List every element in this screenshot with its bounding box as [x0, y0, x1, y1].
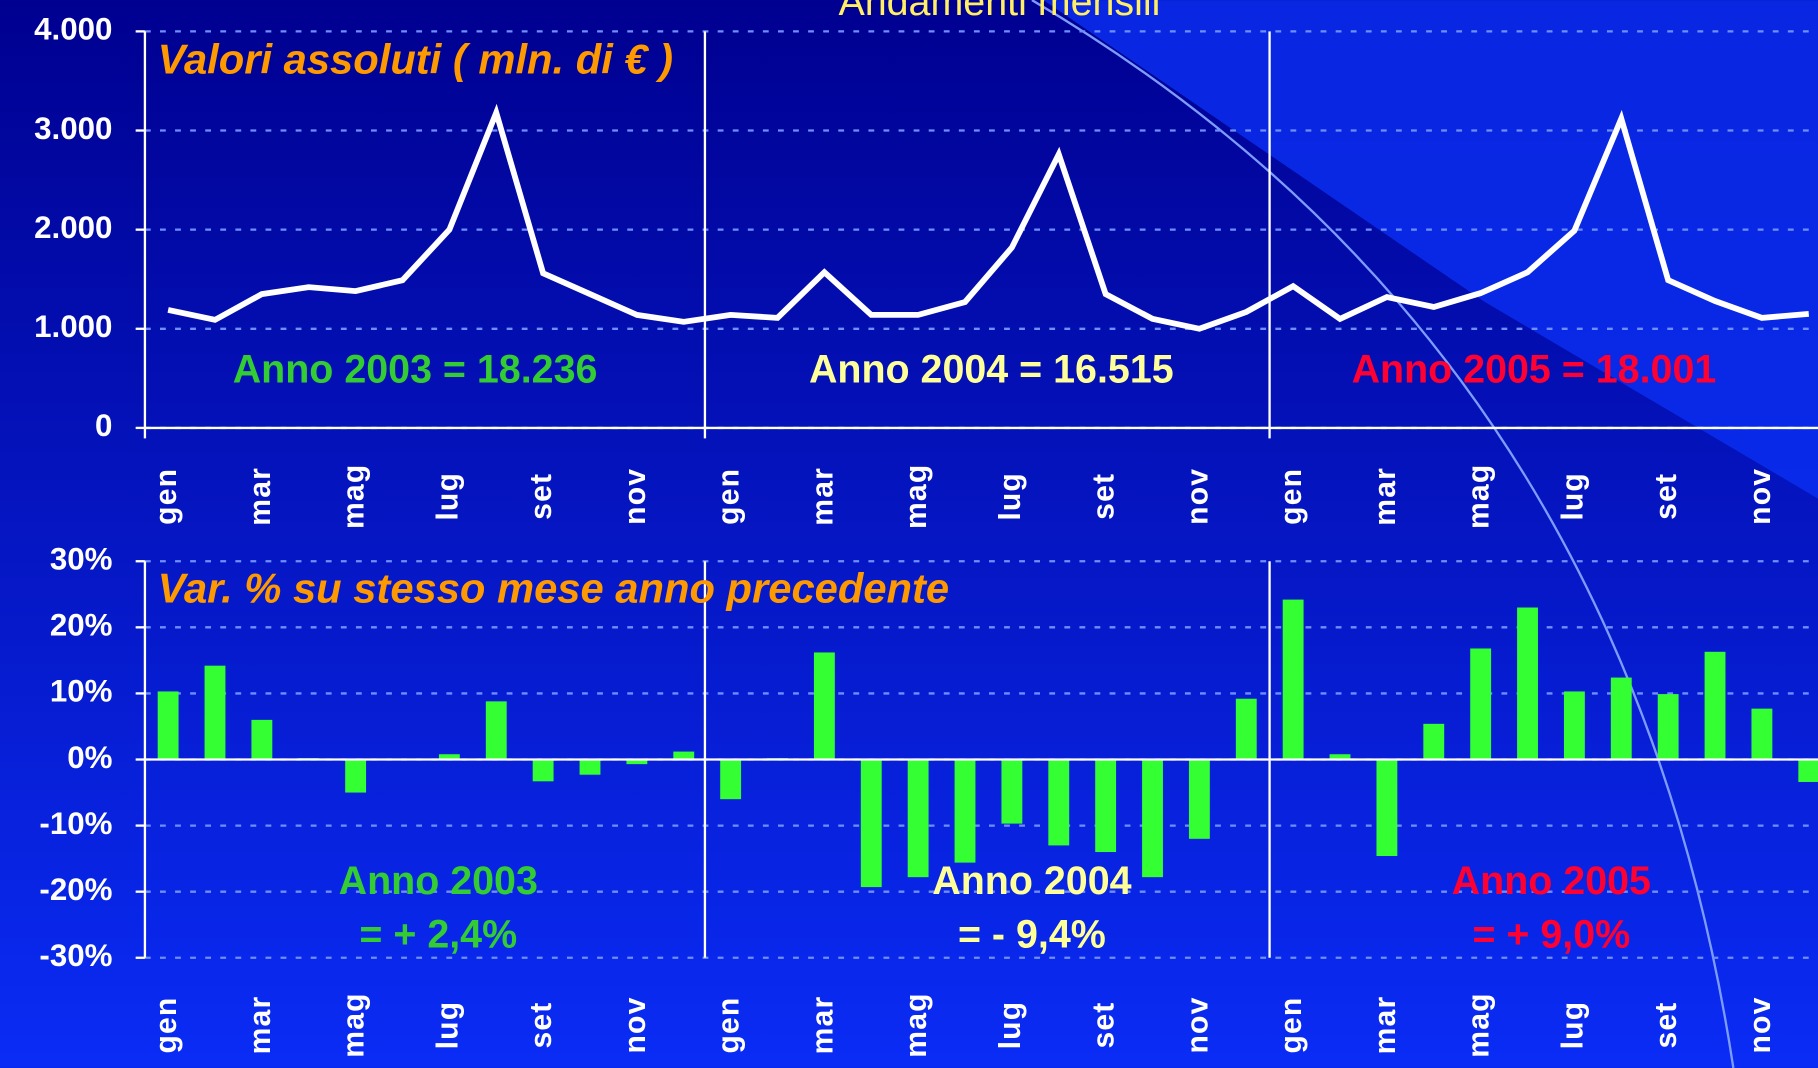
x-tick-label: set: [1650, 473, 1683, 520]
bar: [1329, 754, 1351, 760]
x-tick-label: nov: [619, 468, 652, 525]
x-tick-label: lug: [431, 1001, 464, 1050]
x-tick-label: gen: [150, 468, 183, 525]
bar: [1095, 759, 1117, 853]
x-tick-label: mag: [900, 992, 933, 1057]
bar: [1517, 607, 1538, 760]
x-tick-label: mag: [338, 464, 371, 529]
x-tick-label: mar: [1369, 467, 1402, 526]
y-tick-label: 3.000: [34, 111, 112, 146]
y-tick-label: 10%: [50, 674, 113, 709]
bar: [204, 665, 226, 760]
decor-arc: [1031, 0, 1735, 1068]
x-tick-label: mag: [1463, 464, 1496, 529]
x-tick-label: nov: [1181, 996, 1214, 1053]
bar: [579, 759, 601, 775]
y-tick-label: -20%: [39, 872, 112, 907]
y-tick-label: -10%: [39, 806, 112, 841]
bar: [1001, 759, 1023, 824]
x-tick-label: lug: [1556, 472, 1589, 521]
x-tick-label: set: [1088, 473, 1121, 520]
bar: [860, 759, 882, 888]
bar: [1751, 708, 1773, 760]
chart-subtitle: Var. % su stesso mese anno precedente: [158, 564, 949, 611]
y-tick-label: 0%: [67, 740, 112, 775]
y-tick-label: 4.000: [34, 12, 112, 47]
bar: [438, 754, 460, 760]
bar: [1282, 599, 1304, 760]
bar: [1470, 648, 1492, 760]
bar: [1563, 691, 1585, 760]
x-tick-label: set: [1650, 1002, 1683, 1049]
bar: [345, 759, 367, 793]
annotation: Anno 2004 = 16.515: [809, 348, 1174, 392]
x-tick-label: mag: [1463, 992, 1496, 1057]
y-tick-label: 20%: [50, 608, 113, 643]
bar: [157, 691, 179, 760]
y-tick-label: 0: [95, 408, 112, 443]
x-tick-label: set: [1088, 1002, 1121, 1049]
bar: [1142, 759, 1163, 878]
annotation: Anno 2005: [1452, 859, 1651, 903]
x-tick-label: mar: [806, 467, 839, 526]
annotation: = - 9,4%: [958, 912, 1106, 956]
bar: [954, 759, 976, 863]
x-tick-label: nov: [1744, 468, 1777, 525]
annotation: = + 9,0%: [1472, 912, 1630, 956]
annotation: Anno 2005 = 18.001: [1352, 348, 1717, 392]
annotation: = + 2,4%: [359, 912, 517, 956]
bar: [626, 759, 648, 765]
x-tick-label: gen: [1275, 468, 1308, 525]
y-tick-label: 2.000: [34, 210, 112, 245]
x-tick-label: lug: [994, 1001, 1027, 1050]
x-tick-label: lug: [994, 472, 1027, 521]
bar: [251, 719, 273, 760]
bar: [1188, 759, 1210, 839]
x-tick-label: gen: [713, 996, 746, 1053]
slide-title: Andamenti mensili: [838, 0, 1160, 24]
bar: [1610, 677, 1632, 760]
x-tick-label: mar: [1369, 996, 1402, 1055]
x-tick-label: mag: [338, 992, 371, 1057]
bar: [485, 701, 507, 760]
chart-subtitle: Valori assoluti ( mln. di € ): [158, 36, 673, 83]
bar: [1376, 759, 1398, 856]
x-tick-label: gen: [1275, 996, 1308, 1053]
bar: [1235, 698, 1257, 760]
x-tick-label: nov: [619, 996, 652, 1053]
x-tick-label: set: [525, 1002, 558, 1049]
x-tick-label: mar: [244, 467, 277, 526]
line-series: [167, 103, 1810, 332]
bar: [1704, 651, 1726, 760]
y-tick-label: 30%: [50, 542, 113, 577]
y-tick-label: 1.000: [34, 309, 112, 344]
bar: [532, 759, 554, 782]
annotation: Anno 2004: [932, 859, 1131, 903]
bar: [1423, 723, 1445, 760]
annotation: Anno 2003 = 18.236: [233, 348, 598, 392]
bar: [1798, 759, 1818, 782]
x-tick-label: set: [525, 473, 558, 520]
x-tick-label: lug: [431, 472, 464, 521]
bar: [1657, 694, 1679, 760]
bar: [673, 751, 695, 760]
x-tick-label: nov: [1744, 996, 1777, 1053]
x-tick-label: nov: [1181, 468, 1214, 525]
x-tick-label: mag: [900, 464, 933, 529]
x-tick-label: mar: [244, 996, 277, 1055]
bar: [907, 759, 929, 878]
y-tick-label: -30%: [39, 938, 112, 973]
x-tick-label: mar: [806, 996, 839, 1055]
x-tick-label: gen: [150, 996, 183, 1053]
annotation: Anno 2003: [339, 859, 538, 903]
x-tick-label: gen: [713, 468, 746, 525]
x-tick-label: lug: [1556, 1001, 1589, 1050]
bar: [813, 652, 835, 760]
bar: [1048, 759, 1070, 846]
bar: [720, 759, 742, 800]
